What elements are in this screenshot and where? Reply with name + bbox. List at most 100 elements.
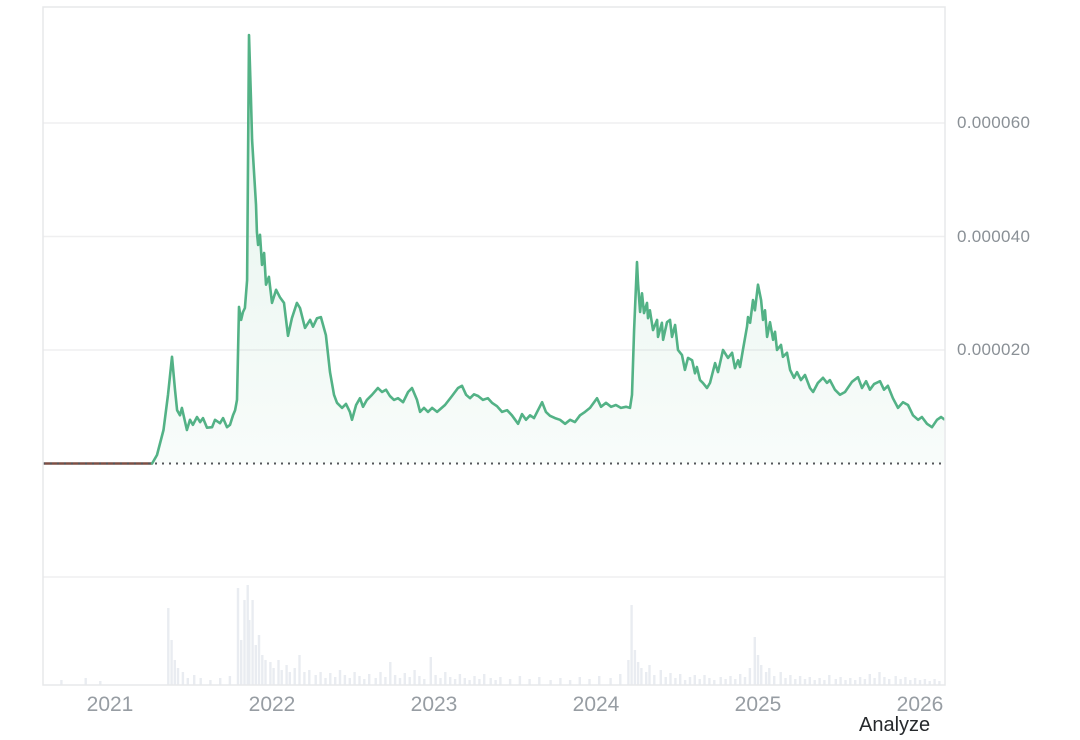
volume-bar	[913, 678, 917, 685]
volume-bar	[170, 640, 173, 685]
analyze-link[interactable]: Analyze	[859, 714, 931, 736]
volume-bar	[798, 676, 802, 685]
volume-bar	[389, 662, 392, 685]
volume-bar	[518, 676, 522, 685]
volume-bar	[674, 678, 677, 685]
volume-bar	[894, 676, 897, 685]
volume-bar	[888, 679, 891, 685]
volume-bar	[478, 679, 481, 685]
volume-bar	[679, 674, 682, 685]
volume-bar	[508, 679, 512, 685]
x-axis-label: 2021	[86, 693, 134, 716]
volume-bar	[334, 677, 337, 685]
volume-bar	[348, 678, 351, 685]
volume-bar	[703, 675, 706, 685]
volume-bar	[779, 672, 782, 685]
volume-bar	[808, 677, 811, 685]
volume-bar	[99, 681, 102, 685]
volume-bar	[938, 681, 941, 685]
volume-bar	[627, 660, 630, 685]
volume-bar	[669, 673, 672, 685]
volume-bar	[773, 676, 776, 685]
volume-bar	[408, 677, 411, 685]
volume-bar	[609, 678, 612, 685]
volume-bar	[444, 672, 447, 685]
volume-bar	[578, 677, 581, 685]
volume-bar	[243, 600, 246, 685]
volume-bar	[803, 679, 807, 685]
volume-bar	[743, 677, 747, 685]
volume-bar	[285, 665, 288, 685]
volume-bar	[854, 680, 857, 685]
volume-bar	[559, 678, 562, 685]
volume-bar	[858, 677, 862, 685]
y-axis-label: 0.000020	[957, 340, 1031, 359]
volume-bar	[264, 660, 267, 685]
volume-bar	[209, 680, 212, 685]
volume-bar	[393, 675, 397, 685]
volume-bar	[176, 668, 180, 685]
plot-border	[42, 6, 946, 686]
volume-bar	[463, 678, 466, 685]
volume-bar	[398, 678, 402, 685]
volume-bar	[823, 680, 826, 685]
volume-bar	[343, 675, 347, 685]
volume-bar	[849, 678, 852, 685]
volume-bar	[363, 679, 366, 685]
volume-bar	[863, 679, 867, 685]
volume-bar	[640, 668, 643, 685]
volume-bar	[878, 672, 881, 685]
volume-bar	[844, 680, 847, 685]
volume-bar	[645, 672, 648, 685]
volume-bar	[324, 678, 327, 685]
volume-bar	[489, 678, 492, 685]
volume-bar	[764, 672, 768, 685]
volume-bar	[683, 680, 687, 685]
volume-bar	[483, 674, 486, 685]
volume-bar	[868, 674, 871, 685]
volume-bar	[734, 679, 737, 685]
volume-bar	[248, 620, 251, 685]
x-axis-label: 2023	[410, 693, 458, 716]
y-axis-label: 0.000040	[957, 226, 1031, 246]
volume-bar	[84, 678, 87, 685]
price-line	[150, 33, 946, 465]
volume-bar	[768, 668, 771, 685]
volume-bar	[368, 674, 371, 685]
volume-bar	[664, 677, 667, 685]
volume-bar	[834, 679, 837, 685]
volume-bar	[549, 680, 552, 685]
volume-bar	[494, 680, 497, 685]
volume-bar	[254, 645, 257, 685]
volume-bar	[439, 678, 442, 685]
volume-bars	[60, 585, 941, 685]
x-axis-label: 2024	[572, 693, 620, 716]
volume-bar	[199, 678, 202, 685]
volume-bar	[719, 677, 722, 685]
volume-bar	[756, 655, 760, 685]
volume-bar	[724, 679, 727, 685]
volume-bar	[828, 675, 831, 685]
volume-bar	[272, 668, 275, 685]
volume-bar	[280, 670, 283, 685]
volume-bar	[904, 677, 907, 685]
volume-bar	[708, 678, 711, 685]
volume-bar	[568, 680, 572, 685]
volume-bar	[418, 676, 421, 685]
volume-bar	[739, 674, 742, 685]
volume-bar	[434, 675, 437, 685]
volume-bar	[251, 600, 254, 685]
volume-bar	[899, 679, 902, 685]
volume-bar	[358, 676, 361, 685]
volume-bar	[288, 672, 291, 685]
volume-bar	[413, 670, 416, 685]
volume-bar	[528, 679, 531, 685]
volume-bar	[698, 679, 701, 685]
volume-bar	[473, 676, 476, 685]
volume-bar	[257, 635, 261, 685]
volume-bar	[379, 672, 382, 685]
volume-bar	[630, 605, 633, 685]
volume-bar	[883, 677, 886, 685]
